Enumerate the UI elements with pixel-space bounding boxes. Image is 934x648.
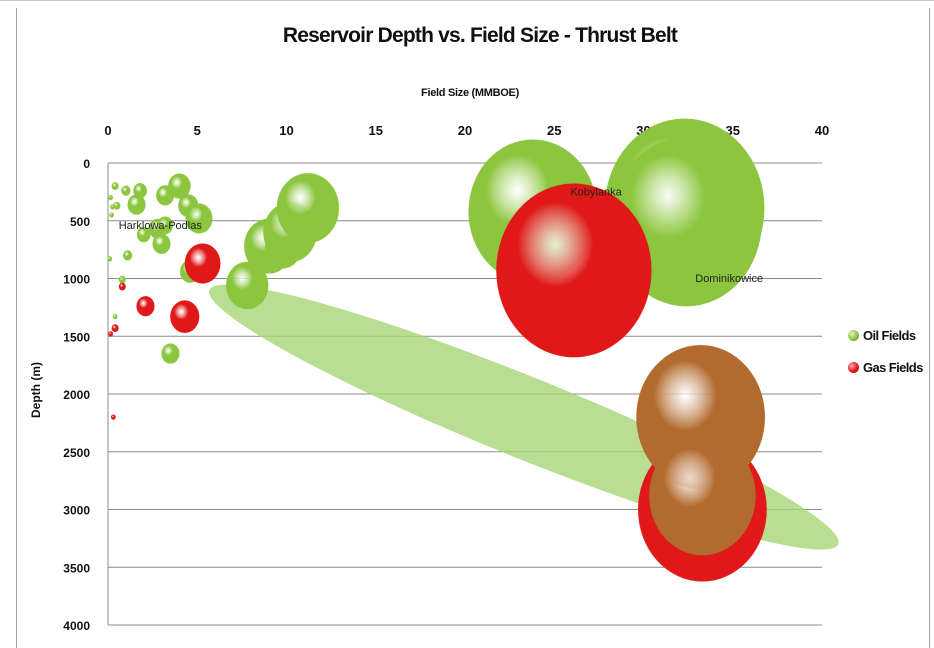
x-tick-label: 10: [279, 123, 293, 138]
field-annotation: Kobylanka: [570, 186, 622, 198]
legend-label-oil: Oil Fields: [863, 327, 916, 343]
oil-field-bubble: [109, 212, 115, 218]
y-tick-label: 2000: [63, 388, 90, 402]
chart-frame: [16, 8, 930, 648]
gas-field-bubble: [111, 324, 119, 333]
y-tick-label: 500: [70, 215, 90, 229]
y-tick-label: 3500: [63, 561, 90, 575]
oil-field-bubble: [127, 194, 146, 215]
gas-field-bubble: [108, 331, 114, 337]
oil-field-bubble: [157, 216, 174, 235]
x-tick-label: 20: [458, 123, 472, 138]
gas-marker-icon: [848, 361, 859, 373]
oil-marker-icon: [848, 329, 859, 341]
gas-field-bubble: [648, 435, 756, 556]
y-tick-label: 0: [83, 157, 90, 171]
legend-item-oil: Oil Fields: [848, 326, 923, 344]
x-tick-label: 5: [194, 123, 201, 138]
gas-field-bubble: [496, 183, 652, 358]
oil-field-bubble: [122, 250, 133, 261]
y-tick-label: 3000: [63, 504, 90, 518]
field-annotation: Harklowa-Podlas: [119, 220, 203, 232]
oil-field-bubble: [111, 182, 119, 191]
oil-field-bubble: [121, 185, 131, 196]
oil-field-bubble: [108, 194, 114, 201]
x-tick-label: 25: [547, 123, 561, 138]
oil-field-bubble: [161, 343, 180, 364]
y-tick-label: 1500: [63, 330, 90, 344]
oil-field-bubble: [112, 313, 118, 320]
x-tick-label: 40: [815, 123, 829, 138]
y-tick-label: 1000: [63, 273, 90, 287]
x-tick-label: 15: [369, 123, 383, 138]
chart-title: Reservoir Depth vs. Field Size - Thrust …: [282, 24, 678, 47]
x-axis-label: Field Size (MMBOE): [421, 87, 519, 99]
oil-field-bubble: [107, 256, 113, 262]
gas-field-bubble: [184, 243, 221, 284]
gas-field-bubble: [136, 296, 155, 317]
oil-field-bubble: [152, 233, 171, 255]
legend-item-gas: Gas Fields: [848, 358, 923, 376]
oil-field-bubble: [276, 173, 340, 244]
y-tick-label: 4000: [63, 619, 90, 633]
oil-field-bubble: [168, 173, 191, 199]
y-tick-label: 2500: [63, 446, 90, 460]
oil-field-bubble: [225, 261, 269, 310]
field-annotation: Dominikowice: [695, 273, 763, 285]
gas-field-bubble: [110, 414, 116, 420]
legend: Oil Fields Gas Fields: [848, 326, 923, 390]
gas-field-bubble: [170, 300, 200, 334]
x-tick-label: 0: [104, 123, 111, 138]
oil-field-bubble: [113, 201, 121, 210]
oil-field-bubble: [185, 203, 213, 234]
top-border: [0, 0, 934, 1]
oil-field-bubble: [118, 275, 126, 284]
oil-field-bubble: [136, 226, 151, 243]
legend-label-gas: Gas Fields: [863, 359, 923, 375]
gas-field-bubble: [118, 282, 126, 291]
